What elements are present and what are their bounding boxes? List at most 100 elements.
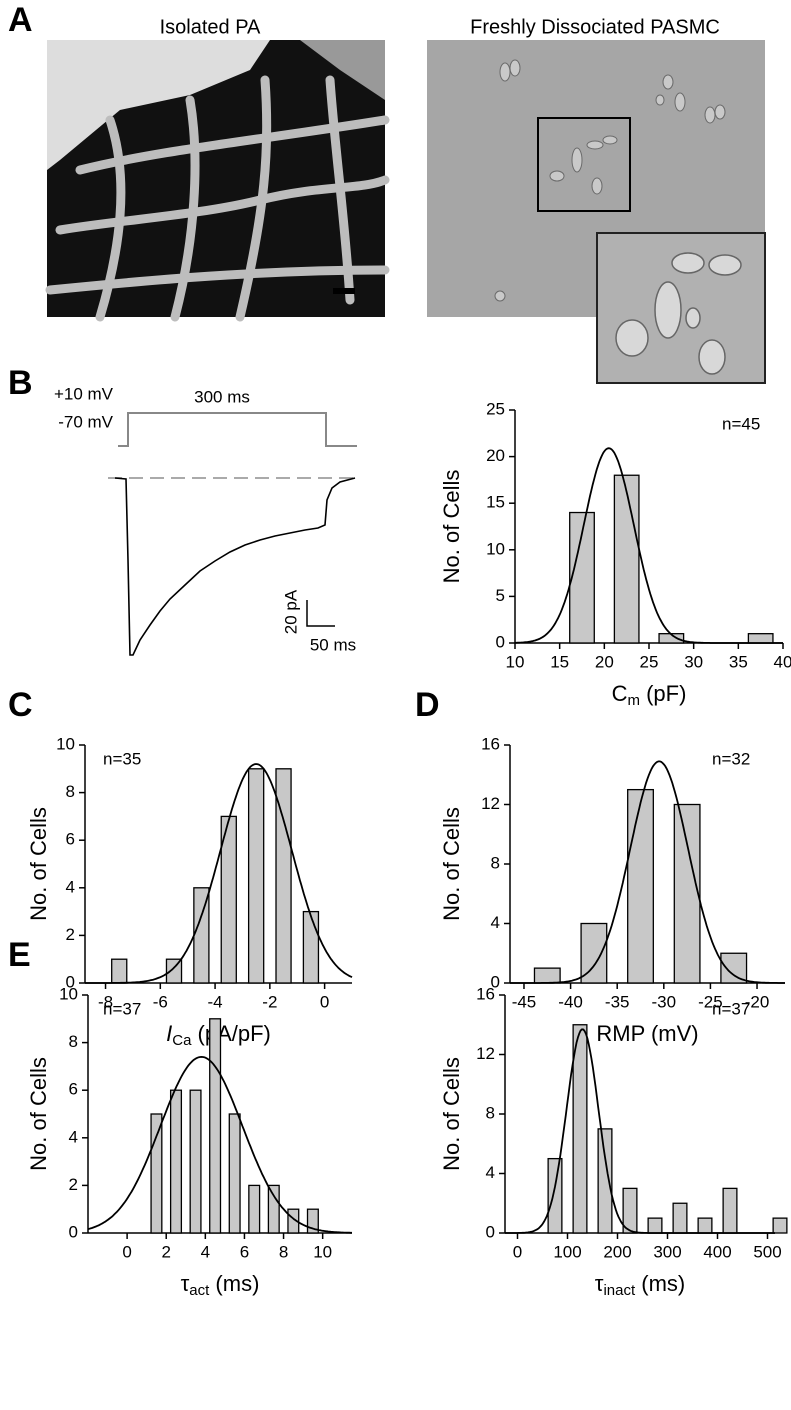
bar: [165, 958, 183, 984]
bar: [547, 1157, 563, 1234]
y-tick-label: 5: [496, 586, 505, 605]
y-tick-label: 12: [481, 794, 500, 813]
panel-label: E: [8, 936, 31, 974]
bar: [209, 1018, 222, 1234]
y-tick-label: 10: [486, 539, 505, 558]
bar: [302, 910, 320, 984]
bar: [647, 1217, 663, 1234]
x-tick-label: -20: [745, 992, 770, 1011]
bar: [720, 952, 748, 984]
x-axis-label-part: τ: [181, 1271, 190, 1296]
bar: [747, 633, 774, 644]
histogram-chart: 0 4 8 12 16 0 100 200 300 400 500 n=37 No. of Cells τ…: [439, 984, 788, 1299]
y-axis-label: No. of Cells: [26, 807, 51, 921]
x-tick-label: -25: [698, 992, 723, 1011]
x-tick-label: -4: [208, 992, 223, 1011]
gaussian-fit: [510, 760, 785, 984]
bar: [169, 1089, 183, 1234]
annotation: n=35: [103, 749, 141, 768]
bar: [248, 1184, 261, 1234]
image-title: Isolated PA: [160, 16, 261, 38]
x-tick-label: 200: [603, 1242, 631, 1261]
duration-label: 300 ms: [194, 387, 250, 406]
x-axis-label: Cm (pF): [612, 681, 687, 709]
x-tick-label: 0: [320, 992, 329, 1011]
x-axis-label: ICa (pA/pF): [166, 1021, 271, 1049]
y-axis-label: No. of Cells: [439, 807, 464, 921]
histogram-chart: 0 4 8 12 16 -45 -40 -35 -30 -25 -20 n=32 No. of Cell…: [439, 734, 785, 1046]
y-tick-label: 10: [56, 734, 75, 753]
bar: [597, 1128, 613, 1234]
gaussian-fit: [515, 447, 783, 644]
micrograph-pasmc: [427, 40, 766, 384]
x-axis-label-part: (ms): [635, 1271, 685, 1296]
bar: [697, 1217, 713, 1234]
x-axis-label-part: (ms): [209, 1271, 259, 1296]
bar: [627, 788, 654, 984]
x-tick-label: 8: [279, 1242, 288, 1261]
x-tick-label: 10: [313, 1242, 332, 1261]
x-axis-label: τinact (ms): [595, 1271, 685, 1299]
y-tick-label: 16: [481, 734, 500, 753]
y-tick-label: 8: [486, 1103, 495, 1122]
y-axis-label: No. of Cells: [439, 1057, 464, 1171]
x-axis-label-part: RMP (mV): [596, 1021, 698, 1046]
y-tick-label: 6: [69, 1080, 78, 1099]
x-axis-label-part: C: [612, 681, 628, 706]
x-tick-label: 40: [774, 652, 791, 671]
x-axis-label-part: I: [166, 1021, 172, 1046]
x-tick-label: 4: [201, 1242, 210, 1261]
annotation: n=32: [712, 749, 750, 768]
x-tick-label: 15: [550, 652, 569, 671]
y-tick-label: 6: [66, 830, 75, 849]
histogram-chart: 0 2 4 6 8 10 0 2 4 6 8 10 n=37 No. of Cells τact (ms): [26, 984, 352, 1299]
y-tick-label: 0: [486, 1222, 495, 1241]
bar: [267, 1184, 280, 1234]
x-axis-label-part: Ca: [172, 1032, 192, 1049]
bar: [533, 967, 561, 984]
annotation: n=37: [103, 999, 141, 1018]
bar: [150, 1113, 163, 1234]
bar: [275, 768, 292, 984]
current-trace-panel: +10 mV -70 mV 300 ms 20 pA 50 ms: [54, 384, 357, 656]
scale-label: 50 ms: [310, 635, 356, 654]
histogram-chart: 0 5 10 15 20 25 10 15 20 25 30 35 40 n=45 No. of Cells…: [439, 399, 791, 708]
panel-label: A: [8, 1, 33, 39]
x-axis-label: RMP (mV): [596, 1021, 698, 1046]
x-tick-label: 500: [753, 1242, 781, 1261]
x-tick-label: 100: [553, 1242, 581, 1261]
y-axis-label: No. of Cells: [26, 1057, 51, 1171]
y-tick-label: 25: [486, 399, 505, 418]
x-tick-label: 25: [640, 652, 659, 671]
histogram-chart: 0 2 4 6 8 10 -8 -6 -4 -2 0 n=35 No. of Cells ICa (pA/…: [26, 734, 353, 1049]
bar: [772, 1217, 788, 1234]
voltage-label: -70 mV: [58, 412, 113, 431]
x-tick-label: 0: [122, 1242, 131, 1261]
y-tick-label: 15: [486, 493, 505, 512]
bar: [287, 1208, 300, 1234]
x-tick-label: 30: [684, 652, 703, 671]
bar: [220, 815, 237, 984]
scale-bar: [306, 600, 335, 627]
x-tick-label: -45: [512, 992, 537, 1011]
y-axis-label: No. of Cells: [439, 470, 464, 584]
bar: [672, 1202, 688, 1234]
bar: [306, 1208, 319, 1234]
bar: [111, 958, 128, 984]
y-tick-label: 8: [491, 853, 500, 872]
bar: [572, 1024, 588, 1234]
panel-label: B: [8, 364, 33, 402]
x-tick-label: -8: [98, 992, 113, 1011]
annotation: n=37: [712, 999, 750, 1018]
x-tick-label: -6: [153, 992, 168, 1011]
y-tick-label: 12: [476, 1044, 495, 1063]
bar: [580, 922, 608, 984]
y-tick-label: 0: [69, 1222, 78, 1241]
y-tick-label: 4: [66, 877, 75, 896]
bar: [228, 1113, 241, 1234]
x-tick-label: -30: [652, 992, 677, 1011]
gaussian-fit: [87, 1055, 352, 1234]
micrograph-pa: [45, 40, 390, 322]
voltage-label: +10 mV: [54, 384, 114, 403]
